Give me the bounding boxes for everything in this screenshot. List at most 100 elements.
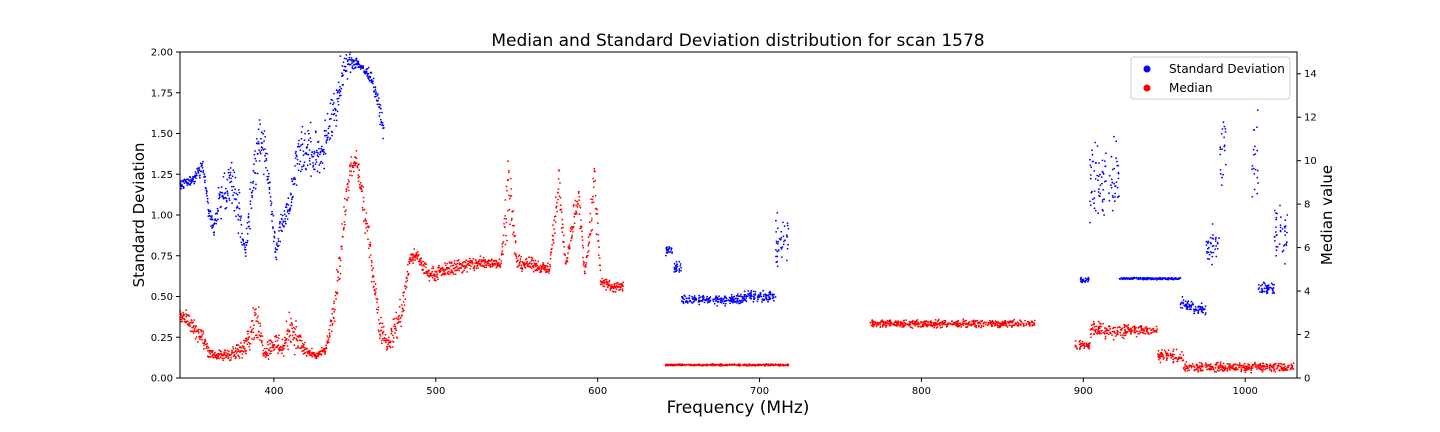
data-point [1204,362,1207,365]
data-point [546,268,549,271]
data-point [258,119,261,121]
data-point [366,222,369,225]
data-point [1207,368,1210,370]
data-point [1094,329,1096,332]
data-point [262,132,264,135]
data-point [214,218,217,220]
data-point [518,264,520,267]
data-point [1007,322,1010,324]
data-point [240,215,243,218]
data-point [1280,368,1283,371]
data-point [1152,327,1155,330]
data-point [213,231,216,234]
data-point [1094,141,1097,144]
data-point [350,162,352,164]
data-point [1135,335,1138,338]
data-point [787,364,789,366]
data-point [980,324,983,327]
data-point [308,160,311,162]
data-point [423,265,425,267]
data-point [1205,363,1208,366]
data-point [281,352,283,355]
data-point [325,344,328,347]
data-point [582,256,584,259]
data-point [549,265,552,268]
data-point [1286,241,1288,244]
data-point [291,327,294,330]
data-point [722,364,725,367]
data-point [295,325,298,328]
data-point [1105,330,1107,332]
data-point [392,334,394,337]
y-left-tick-label: 1.25 [151,170,173,181]
data-point [1022,323,1025,325]
data-point [972,323,975,326]
y-axis-left-label: Standard Deviation [130,143,148,288]
data-point [337,276,340,278]
data-point [1286,369,1289,371]
data-point [1269,286,1272,289]
data-point [257,141,260,143]
data-point [301,125,304,128]
data-point [1098,188,1100,191]
data-point [940,321,943,324]
data-point [345,209,347,212]
data-point [501,242,504,245]
data-point [476,262,479,265]
data-point [614,290,617,293]
data-point [594,179,597,182]
data-point [339,86,341,88]
data-point [233,191,236,194]
data-point [256,142,259,145]
data-point [1179,277,1182,279]
data-point [292,338,294,341]
data-point [751,364,753,367]
data-point [246,239,249,242]
data-point [1276,367,1279,369]
data-point [245,244,248,247]
data-point [303,346,306,349]
data-point [383,127,385,129]
data-point [1209,369,1211,371]
data-point [317,140,320,143]
data-point [691,298,694,300]
y-left-tick-label: 0.50 [151,292,173,303]
data-point [235,215,237,218]
data-point [1262,281,1265,284]
data-point [463,265,466,267]
data-point [243,243,246,246]
data-point [1080,345,1082,347]
data-point [1235,367,1237,369]
data-point [743,298,745,301]
data-point [776,250,778,253]
data-point [298,139,300,142]
data-point [290,204,293,207]
data-point [499,266,502,268]
data-point [277,240,280,243]
data-point [1123,324,1126,326]
data-point [533,266,535,269]
data-point [185,313,187,315]
data-point [1090,191,1093,194]
data-point [199,177,201,179]
data-point [1200,362,1203,364]
data-point [279,349,282,351]
data-point [266,169,269,172]
data-point [1104,335,1107,338]
data-point [254,187,257,190]
data-point [782,221,784,224]
data-point [530,256,532,259]
data-point [786,247,789,250]
data-point [203,344,205,346]
data-point [271,220,273,223]
data-point [899,322,902,324]
data-point [1223,125,1226,128]
data-point [1104,337,1107,340]
data-point [1280,216,1282,219]
data-point [1221,366,1224,369]
data-point [887,322,890,325]
data-point [233,353,236,356]
data-point [1093,207,1096,210]
data-point [745,297,747,300]
data-point [931,324,934,327]
